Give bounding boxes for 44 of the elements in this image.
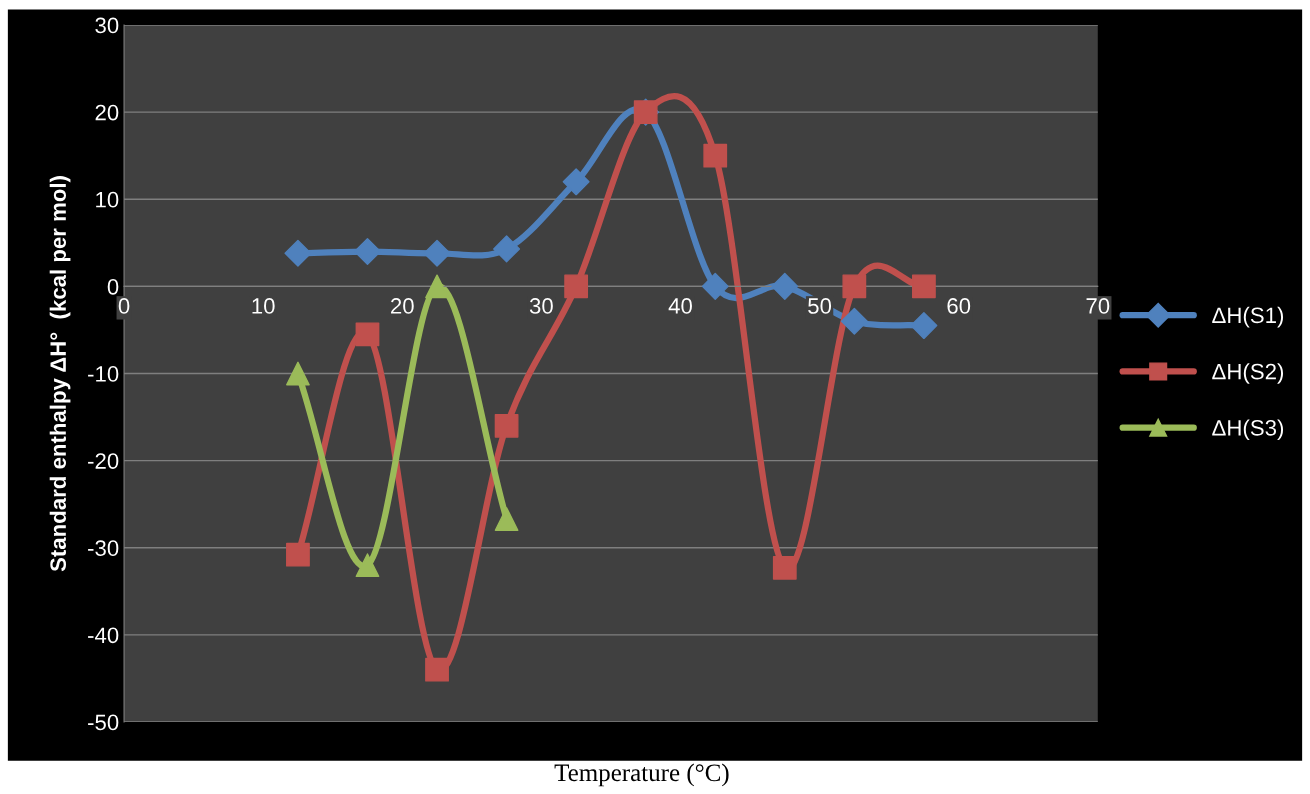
y-tick-label: 0 xyxy=(107,278,119,295)
y-tick-label: -30 xyxy=(88,540,119,557)
legend-label: ΔH(S3) xyxy=(1212,419,1284,441)
point xyxy=(425,657,449,682)
point xyxy=(840,307,868,335)
x-tick-label: 60 xyxy=(947,298,971,314)
y-axis-title: Standard enthalpy ΔH° (kcal per mol) xyxy=(49,176,71,572)
point xyxy=(286,361,310,386)
x-axis-title: Temperature (°C) xyxy=(554,763,729,787)
x-tick-label: 70 xyxy=(1086,298,1110,314)
point xyxy=(353,238,381,266)
y-tick-label: 20 xyxy=(95,104,119,121)
x-tick-label: 10 xyxy=(252,298,275,314)
point xyxy=(493,235,521,263)
point xyxy=(355,322,380,347)
point xyxy=(701,272,729,300)
y-tick-label: 10 xyxy=(96,191,119,208)
legend-label: ΔH(S1) xyxy=(1212,306,1284,328)
point xyxy=(286,542,310,567)
point xyxy=(562,168,590,196)
x-tick-label: 40 xyxy=(668,298,692,314)
x-tick-label: 0 xyxy=(118,298,130,314)
point xyxy=(284,239,312,267)
y-tick-label: -40 xyxy=(88,627,119,644)
legend-label: ΔH(S2) xyxy=(1212,363,1284,384)
point xyxy=(494,507,519,531)
x-tick-label: 20 xyxy=(391,298,414,314)
point xyxy=(423,239,451,267)
y-tick-label: -10 xyxy=(88,366,119,382)
point xyxy=(564,274,589,299)
x-tick-label: 30 xyxy=(529,298,553,314)
point xyxy=(912,274,936,299)
point xyxy=(494,413,519,438)
point xyxy=(355,553,380,578)
y-tick-label: -50 xyxy=(88,714,119,731)
point xyxy=(425,274,449,299)
y-tick-label: 30 xyxy=(95,17,119,34)
point xyxy=(842,274,867,299)
y-tick-label: -20 xyxy=(88,453,119,469)
point xyxy=(703,143,728,168)
x-tick-label: 50 xyxy=(808,298,832,314)
point xyxy=(772,555,797,580)
point xyxy=(910,312,938,340)
point xyxy=(771,272,799,300)
